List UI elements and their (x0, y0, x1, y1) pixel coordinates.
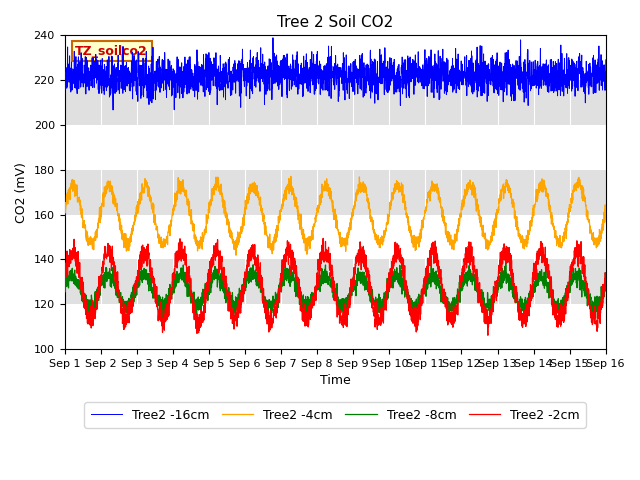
Tree2 -4cm (602, 211, 609, 216)
Tree2 -2cm (602, 276, 609, 282)
Tree2 -4cm (154, 235, 162, 240)
Tree2 -2cm (61, 281, 68, 287)
Tree2 -4cm (61, 213, 68, 219)
Bar (65, 215, 605, 259)
Tree2 -2cm (319, 236, 327, 241)
Tree2 -2cm (154, 313, 162, 319)
Tree2 -8cm (602, 283, 609, 289)
Tree2 -2cm (484, 332, 492, 338)
Tree2 -16cm (602, 57, 609, 63)
Tree2 -4cm (268, 251, 276, 257)
Tree2 -8cm (533, 278, 541, 284)
Tree2 -8cm (61, 281, 68, 287)
Tree2 -8cm (123, 301, 131, 307)
Bar (65, 304, 605, 349)
Tree2 -16cm (268, 72, 276, 77)
Tree2 -2cm (122, 317, 130, 323)
Tree2 -8cm (86, 315, 94, 321)
Tree2 -16cm (269, 35, 277, 41)
Tree2 -16cm (533, 68, 541, 73)
Tree2 -4cm (292, 202, 300, 208)
Tree2 -16cm (292, 78, 300, 84)
Tree2 -2cm (268, 319, 276, 324)
Tree2 -16cm (61, 88, 68, 94)
Title: Tree 2 Soil CO2: Tree 2 Soil CO2 (277, 15, 393, 30)
Tree2 -4cm (122, 235, 130, 241)
Tree2 -8cm (292, 294, 300, 300)
Bar (65, 36, 605, 80)
Tree2 -4cm (232, 252, 240, 258)
Legend: Tree2 -16cm, Tree2 -4cm, Tree2 -8cm, Tree2 -2cm: Tree2 -16cm, Tree2 -4cm, Tree2 -8cm, Tre… (84, 402, 586, 428)
Line: Tree2 -4cm: Tree2 -4cm (65, 176, 605, 255)
Bar (65, 125, 605, 170)
Tree2 -8cm (155, 298, 163, 303)
Line: Tree2 -16cm: Tree2 -16cm (65, 38, 605, 110)
Tree2 -16cm (591, 69, 599, 74)
Tree2 -16cm (109, 107, 117, 113)
Text: TZ_soilco2: TZ_soilco2 (76, 45, 148, 58)
X-axis label: Time: Time (320, 374, 351, 387)
Tree2 -2cm (292, 265, 300, 271)
Tree2 -8cm (591, 307, 599, 312)
Tree2 -4cm (287, 173, 294, 179)
Tree2 -16cm (155, 68, 163, 74)
Tree2 -4cm (533, 195, 541, 201)
Y-axis label: CO2 (mV): CO2 (mV) (15, 162, 28, 223)
Tree2 -8cm (268, 305, 276, 311)
Tree2 -16cm (123, 60, 131, 65)
Line: Tree2 -2cm: Tree2 -2cm (65, 239, 605, 335)
Tree2 -8cm (282, 258, 289, 264)
Line: Tree2 -8cm: Tree2 -8cm (65, 261, 605, 318)
Tree2 -2cm (533, 256, 541, 262)
Tree2 -4cm (591, 235, 599, 241)
Tree2 -2cm (591, 306, 599, 312)
